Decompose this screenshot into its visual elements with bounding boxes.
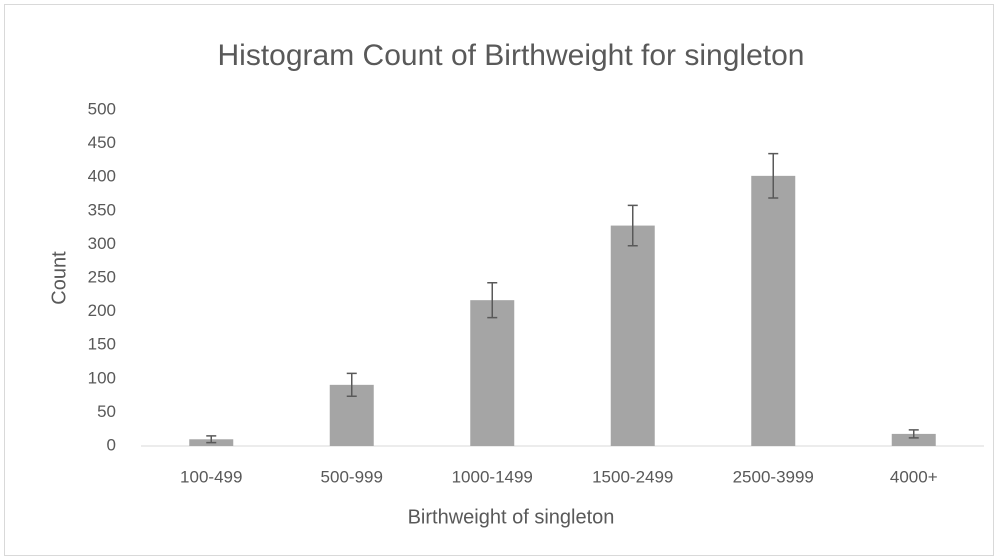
x-tick-label: 1000-1499	[452, 467, 533, 486]
y-tick-label: 100	[88, 368, 116, 387]
x-tick-label: 4000+	[890, 467, 938, 486]
error-bar	[768, 152, 779, 199]
bar	[751, 175, 796, 446]
error-bar	[206, 435, 217, 444]
y-tick-label: 400	[88, 167, 116, 186]
chart-title: Histogram Count of Birthweight for singl…	[218, 39, 805, 72]
error-bar	[346, 372, 357, 398]
x-tick-label: 1500-2499	[592, 467, 673, 486]
error-bar	[627, 204, 638, 247]
y-axis-label: Count	[48, 251, 70, 305]
x-tick-label: 2500-3999	[733, 467, 814, 486]
y-tick-label: 300	[88, 234, 116, 253]
y-tick-label: 350	[88, 200, 116, 219]
y-tick-label: 200	[88, 301, 116, 320]
bar	[891, 433, 936, 446]
y-tick-label: 50	[97, 402, 116, 421]
bar	[610, 225, 655, 446]
bar	[470, 300, 515, 446]
y-tick-label: 0	[107, 435, 116, 454]
error-bar	[908, 429, 919, 439]
x-tick-label: 500-999	[321, 467, 383, 486]
y-tick-label: 150	[88, 335, 116, 354]
error-bar	[487, 281, 498, 319]
y-tick-label: 250	[88, 267, 116, 286]
chart-border	[4, 4, 994, 556]
y-tick-label: 450	[88, 133, 116, 152]
x-axis-label: Birthweight of singleton	[408, 506, 615, 528]
x-tick-label: 100-499	[180, 467, 242, 486]
y-tick-label: 500	[88, 99, 116, 118]
